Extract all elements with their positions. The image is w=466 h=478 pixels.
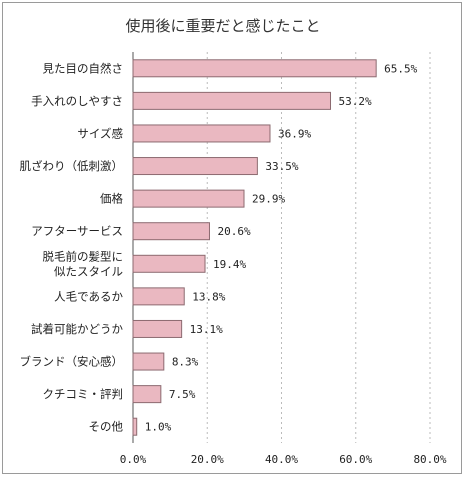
value-label: 8.3%	[172, 356, 199, 369]
category-label: 手入れのしやすさ	[31, 94, 123, 108]
bar	[132, 124, 271, 143]
value-label: 29.9%	[252, 193, 285, 206]
value-label: 13.1%	[190, 323, 223, 336]
category-label: 見た目の自然さ	[43, 61, 124, 75]
category-label: 価格	[100, 192, 123, 206]
category-label: ブランド（安心感）	[20, 355, 124, 369]
category-label: 人毛であるか	[54, 289, 123, 303]
x-tick-label: 20.0%	[191, 453, 224, 466]
category-label: アフターサービス	[31, 224, 123, 238]
bar	[132, 319, 183, 338]
bar	[132, 222, 210, 241]
x-tick-label: 40.0%	[265, 453, 298, 466]
category-label: サイズ感	[77, 126, 123, 140]
value-label: 65.5%	[384, 62, 417, 75]
value-label: 13.8%	[192, 290, 225, 303]
category-label: その他	[89, 420, 124, 434]
category-label: 肌ざわり（低刺激）	[20, 159, 124, 173]
bar	[132, 417, 138, 436]
value-label: 33.5%	[265, 160, 298, 173]
value-label: 20.6%	[217, 225, 250, 238]
bar	[132, 385, 162, 404]
bar	[132, 59, 377, 78]
category-label: 似たスタイル	[54, 264, 123, 278]
bar	[132, 189, 245, 208]
value-label: 36.9%	[278, 127, 311, 140]
category-label: 試着可能かどうか	[31, 322, 123, 336]
x-tick-label: 60.0%	[339, 453, 372, 466]
value-label: 1.0%	[145, 421, 172, 434]
chart-title: 使用後に重要だと感じたこと	[125, 17, 321, 35]
x-tick-label: 0.0%	[120, 453, 147, 466]
bar	[132, 91, 332, 110]
value-label: 53.2%	[339, 95, 372, 108]
bar	[132, 352, 165, 371]
chart-frame: 使用後に重要だと感じたこと	[2, 2, 462, 474]
bar	[132, 254, 206, 273]
bar	[132, 157, 258, 176]
value-label: 7.5%	[169, 388, 196, 401]
value-label: 19.4%	[213, 258, 246, 271]
category-label: 脱毛前の髪型に	[43, 249, 124, 263]
x-tick-label: 80.0%	[413, 453, 446, 466]
bar	[132, 287, 185, 306]
category-label: クチコミ・評判	[43, 387, 124, 401]
